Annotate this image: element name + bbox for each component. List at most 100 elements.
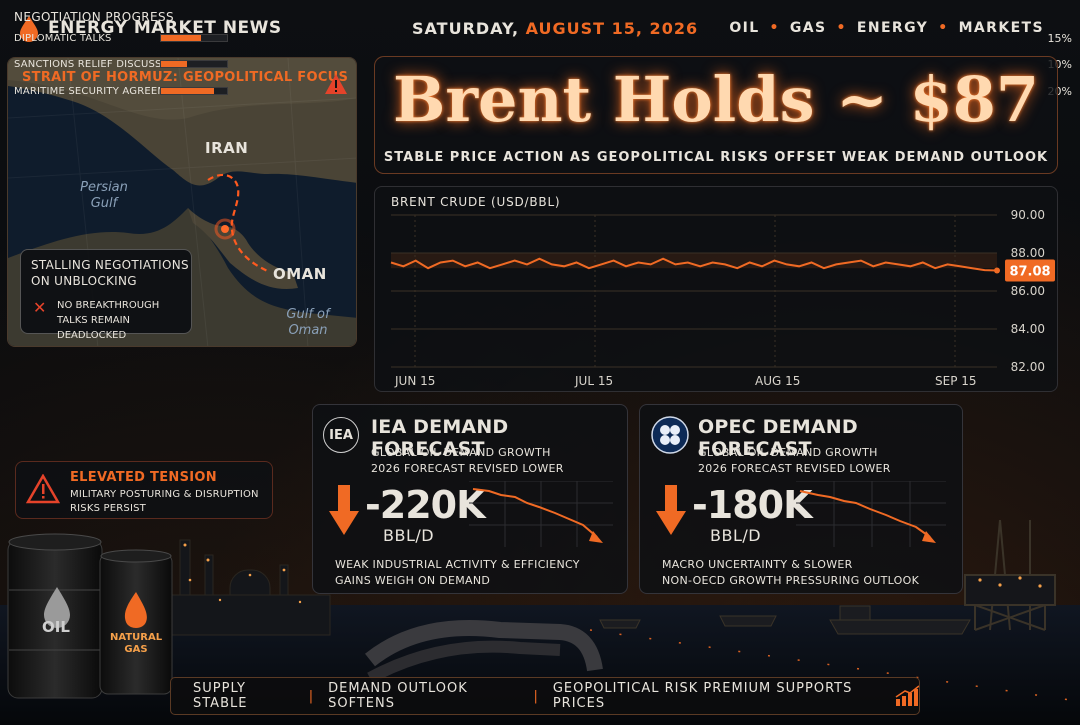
y-tick-label: 82.00 [1011,360,1045,374]
iea-logo-icon: IEA [323,417,359,453]
nav-dot-1: • [769,20,780,36]
headline-subtitle: STABLE PRICE ACTION AS GEOPOLITICAL RISK… [383,150,1049,165]
last-price-badge [1005,259,1055,282]
status-detail-line1: NO BREAKTHROUGH [57,300,160,311]
opec-trend-sparkline [796,481,946,547]
footer-item-supply: SUPPLY STABLE [193,681,248,711]
y-tick-label: 84.00 [1011,322,1045,336]
oil-barrel-label: OIL [42,618,70,636]
footer-separator-1: | [308,688,315,704]
footer-item-geopolitical: GEOPOLITICAL RISK PREMIUM SUPPORTS PRICE… [552,681,853,711]
progress-label-diplomatic: DIPLOMATIC TALKS [14,33,112,44]
iea-foot-line2: GAINS WEIGH ON DEMAND [335,574,491,587]
status-detail-line2: TALKS REMAIN DEADLOCKED [57,315,130,341]
gas-barrel-label-line1: NATURAL [110,632,163,643]
opec-forecast-card: OPEC DEMAND FORECAST GLOBAL OIL DEMAND G… [639,404,963,594]
tension-alert-panel: ELEVATED TENSION MILITARY POSTURING & DI… [15,461,273,519]
natural-gas-barrel [99,549,173,695]
gulf-of-oman-line1: Gulf of [286,307,330,322]
opec-foot-line1: MACRO UNCERTAINTY & SLOWER [662,558,853,571]
status-detail: NO BREAKTHROUGH TALKS REMAIN DEADLOCKED [57,298,191,343]
x-tick-label: SEP 15 [935,374,977,388]
opec-subtitle: GLOBAL OIL DEMAND GROWTH 2026 FORECAST R… [698,445,891,477]
down-arrow-icon [656,485,686,535]
category-nav: OIL • GAS • ENERGY • MARKETS [729,20,1044,36]
iea-subtitle: GLOBAL OIL DEMAND GROWTH 2026 FORECAST R… [371,445,564,477]
nav-gas[interactable]: GAS [789,20,827,36]
opec-value: -180K [692,483,813,527]
opec-footnote: MACRO UNCERTAINTY & SLOWER NON-OECD GROW… [662,557,919,589]
x-tick-label: AUG 15 [755,374,800,388]
last-price-label: 87.08 [1009,264,1050,279]
header-date: SATURDAY, AUGUST 15, 2026 [412,19,698,38]
brent-line-chart: 90.00 88.00 86.00 84.00 82.00 JUN 15 JUL 15 AUG… [390,208,1055,388]
nav-energy[interactable]: ENERGY [856,20,929,36]
y-tick-label: 90.00 [1011,208,1045,222]
x-tick-label: JUL 15 [574,374,613,388]
brent-chart-panel: BRENT CRUDE (USD/BBL) 90.00 88.00 86.00 84.… [374,186,1058,392]
oil-drop-icon [20,16,38,42]
opec-foot-line2: NON-OECD GROWTH PRESSURING OUTLOOK [662,574,920,587]
date-prefix: SATURDAY, [412,19,520,38]
map-label-gulf-of-oman: Gulf of Oman [282,307,334,339]
footer-item-demand: DEMAND OUTLOOK SOFTENS [328,681,468,711]
map-title: STRAIT OF HORMUZ: GEOPOLITICAL FOCUS [22,70,349,85]
status-title-line1: STALLING NEGOTIATIONS [31,258,189,272]
down-arrow-icon [329,485,359,535]
tension-line1: MILITARY POSTURING & DISRUPTION [70,489,259,500]
oil-barrel [7,533,103,699]
tension-detail: MILITARY POSTURING & DISRUPTION RISKS PE… [70,488,259,516]
rising-chart-icon [896,685,919,706]
map-label-persian-gulf: Persian Gulf [78,180,130,212]
progress-bar-sanctions [160,60,228,68]
headline-panel: Brent Holds ~ $87 STABLE PRICE ACTION AS… [374,56,1058,174]
x-tick-label: JUN 15 [394,374,435,388]
status-title: STALLING NEGOTIATIONS ON UNBLOCKING [31,257,189,289]
negotiation-status-box: STALLING NEGOTIATIONS ON UNBLOCKING ✕ NO… [20,249,192,341]
progress-bar-diplomatic [160,34,228,42]
brent-price-line [390,257,998,272]
progress-fill-sanctions [161,61,188,67]
tension-line2: RISKS PERSIST [70,503,146,514]
iea-foot-line1: WEAK INDUSTRIAL ACTIVITY & EFFICIENCY [335,558,580,571]
gas-barrel-label: NATURAL GAS [110,632,162,656]
date-highlight: AUGUST 15, 2026 [525,19,699,38]
map-label-iran: IRAN [205,139,249,157]
close-x-icon: ✕ [33,298,47,317]
brand-title: ENERGY MARKET NEWS [48,18,282,38]
nav-oil[interactable]: OIL [729,20,760,36]
opec-logo-icon [651,416,689,454]
warning-icon [325,74,347,94]
opec-title: OPEC DEMAND FORECAST [698,416,858,460]
price-band [391,253,997,269]
persian-gulf-line2: Gulf [90,196,118,211]
headline-title: Brent Holds ~ $87 [392,63,1040,136]
tension-title: ELEVATED TENSION [70,470,217,485]
iea-sub-line2: 2026 FORECAST REVISED LOWER [371,462,564,475]
y-tick-label: 88.00 [1011,246,1045,260]
progress-fill-diplomatic [161,35,201,41]
opec-sub-line1: GLOBAL OIL DEMAND GROWTH [698,446,878,459]
opec-unit: BBL/D [710,526,762,545]
progress-title: NEGOTIATION PROGRESS [14,10,175,24]
opec-sub-line2: 2026 FORECAST REVISED LOWER [698,462,891,475]
gulf-of-oman-line2: Oman [288,323,328,338]
gas-barrel-label-line2: GAS [124,644,148,655]
y-tick-label: 86.00 [1011,284,1045,298]
nav-dot-3: • [938,20,949,36]
nav-dot-2: • [836,20,847,36]
iea-trend-sparkline [469,481,613,547]
progress-label-maritime: MARITIME SECURITY AGREEMENTS [14,86,194,97]
map-label-oman: OMAN [273,265,327,283]
progress-percent-diplomatic: 15% [1047,32,1072,45]
last-price-point [994,267,1000,274]
iea-footnote: WEAK INDUSTRIAL ACTIVITY & EFFICIENCY GA… [335,557,580,589]
nav-markets[interactable]: MARKETS [958,20,1044,36]
progress-bar-maritime [160,87,228,95]
summary-footer-bar: SUPPLY STABLE | DEMAND OUTLOOK SOFTENS |… [170,677,920,715]
chart-title: BRENT CRUDE (USD/BBL) [391,195,561,209]
iea-forecast-card: IEA IEA DEMAND FORECAST GLOBAL OIL DEMAN… [312,404,628,594]
persian-gulf-line1: Persian [80,180,128,195]
status-title-line2: ON UNBLOCKING [31,274,137,288]
iea-sub-line1: GLOBAL OIL DEMAND GROWTH [371,446,551,459]
